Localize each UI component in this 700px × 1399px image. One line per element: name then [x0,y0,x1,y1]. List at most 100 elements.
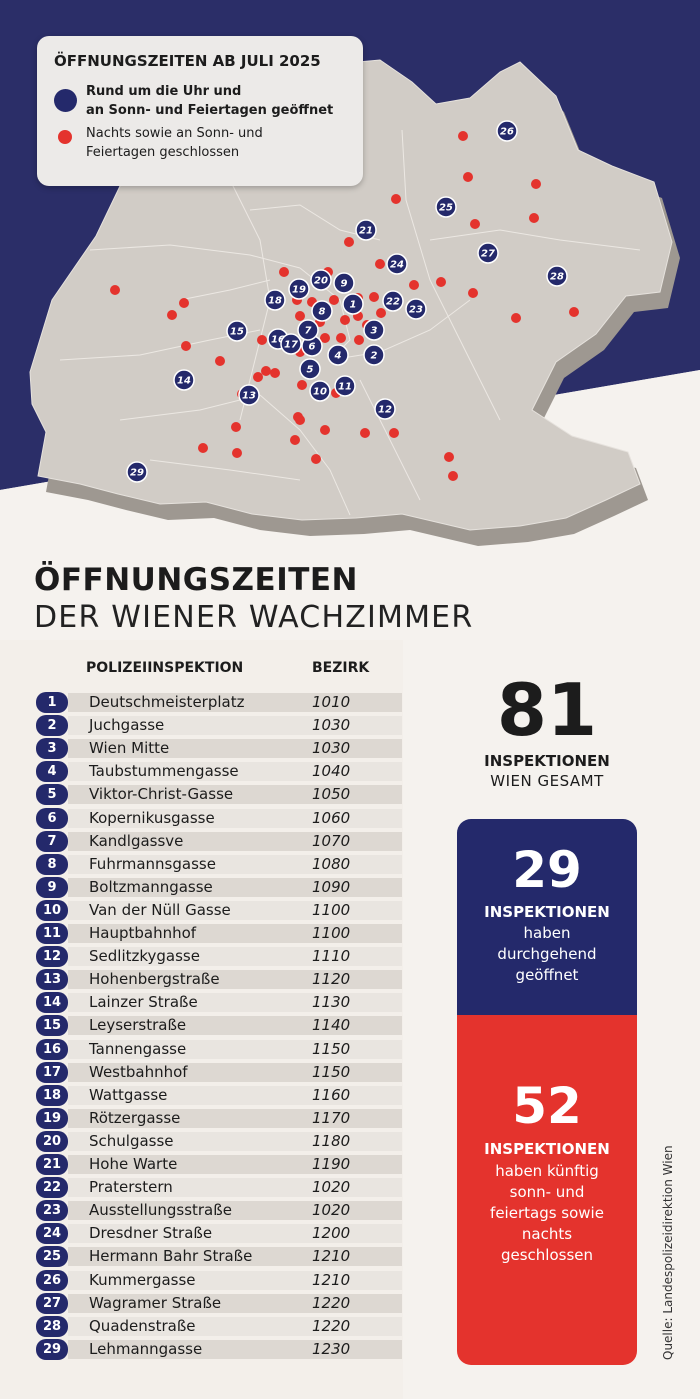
map-legend: ÖFFNUNGSZEITEN AB JULI 2025 Rund um die … [37,36,363,186]
table-row: 12 Sedlitzkygasse 1110 [36,946,402,968]
row-band [68,1155,402,1174]
closed-station-dot [295,311,305,321]
closed-station-dot [179,298,189,308]
table-row: 27 Wagramer Straße 1220 [36,1292,402,1314]
station-name: Kopernikusgasse [89,808,215,827]
station-district: 1070 [312,831,351,850]
row-band [68,762,402,782]
station-name: Wien Mitte [89,739,170,758]
row-band [68,1270,402,1290]
station-name: Rötzergasse [89,1108,181,1127]
closed-stations-box: 52 INSPEKTIONEN haben künftig sonn- und … [457,1015,637,1365]
station-number-badge: 14 [36,992,68,1014]
closed-station-dot [320,425,330,435]
closed-station-dot [569,307,579,317]
open-text-line: haben [523,924,571,942]
open-station-number: 19 [292,285,306,296]
station-number-badge: 4 [36,761,68,783]
row-band [68,1224,402,1244]
station-name: Sedlitzkygasse [89,947,200,966]
station-number-badge: 12 [36,946,68,968]
open-station-marker: 22 [382,290,404,312]
closed-station-dot [297,380,307,390]
station-number-badge: 26 [36,1269,68,1291]
station-district: 1190 [312,1155,351,1173]
closed-station-dot [360,428,370,438]
navy-dot-icon [54,89,77,112]
station-district: 1220 [312,1316,351,1335]
station-name: Lainzer Straße [89,993,198,1012]
open-station-number: 13 [242,391,256,402]
station-district: 1030 [312,739,351,758]
row-band [68,1085,402,1105]
legend-open-line2: an Sonn- und Feiertagen geöffnet [86,103,334,118]
closed-station-dot [232,448,242,458]
closed-station-dot [463,172,473,182]
open-station-marker: 27 [477,242,499,264]
station-district: 1220 [312,1293,351,1312]
station-district: 1230 [312,1339,351,1358]
closed-station-dot [253,372,263,382]
red-dot-icon [58,130,72,144]
table-row: 5 Viktor-Christ-Gasse 1050 [36,784,402,806]
station-name: Wagramer Straße [89,1293,222,1312]
closed-station-dot [295,415,305,425]
open-station-marker: 4 [327,344,349,366]
station-name: Tannengasse [89,1039,187,1058]
row-band [68,1178,402,1198]
open-station-number: 26 [500,127,514,138]
row-band [68,900,402,920]
station-district: 1120 [312,970,351,989]
station-number-badge: 2 [36,715,68,737]
station-number-badge: 21 [36,1154,68,1175]
open-text-line: geöffnet [515,966,579,984]
closed-station-dot [261,366,271,376]
closed-station-dot [215,356,225,366]
open-station-number: 16 [271,335,285,346]
station-district: 1210 [312,1247,351,1266]
station-number-badge: 7 [36,830,68,852]
table-row: 9 Boltzmanngasse 1090 [36,876,402,898]
open-station-marker: 25 [435,196,457,218]
closed-station-dot [311,454,321,464]
station-name: Deutschmeisterplatz [89,693,245,711]
closed-station-dot [231,422,241,432]
open-station-marker: 28 [546,265,568,287]
row-band [68,970,402,990]
closed-station-dot [167,310,177,320]
station-number-badge: 19 [36,1107,68,1129]
table-row: 3 Wien Mitte 1030 [36,738,402,760]
open-station-circle [435,196,457,218]
station-name: Kandlgassve [89,831,184,850]
open-station-marker: 10 [309,380,331,402]
open-station-circle [327,344,349,366]
closed-station-dot [389,428,399,438]
closed-station-dot [340,315,350,325]
closed-station-dot [448,471,458,481]
closed-station-dot [511,313,521,323]
closed-station-dot [375,259,385,269]
table-row: 19 Rötzergasse 1170 [36,1107,402,1129]
open-station-circle [173,369,195,391]
closed-station-dot [531,179,541,189]
open-station-number: 5 [307,365,314,376]
open-station-marker: 8 [311,300,333,322]
station-district: 1150 [312,1062,351,1081]
open-station-circle [382,290,404,312]
open-station-number: 6 [309,342,316,353]
station-name: Hauptbahnhof [89,924,197,942]
station-number-badge: 8 [36,853,68,875]
open-text-line: durchgehend [497,945,597,963]
station-name: Lehmanngasse [89,1339,203,1358]
closed-station-dot [257,335,267,345]
station-district: 1050 [312,785,351,804]
source-credit: Quelle: Landespolizeidirektion Wien [661,1145,675,1360]
row-band [68,1039,402,1059]
open-station-marker: 14 [173,369,195,391]
station-name: Westbahnhof [89,1062,188,1081]
open-station-number: 17 [284,340,298,351]
column-header-district: BEZIRK [312,660,370,676]
row-band [68,1201,402,1221]
closed-station-dot [468,288,478,298]
